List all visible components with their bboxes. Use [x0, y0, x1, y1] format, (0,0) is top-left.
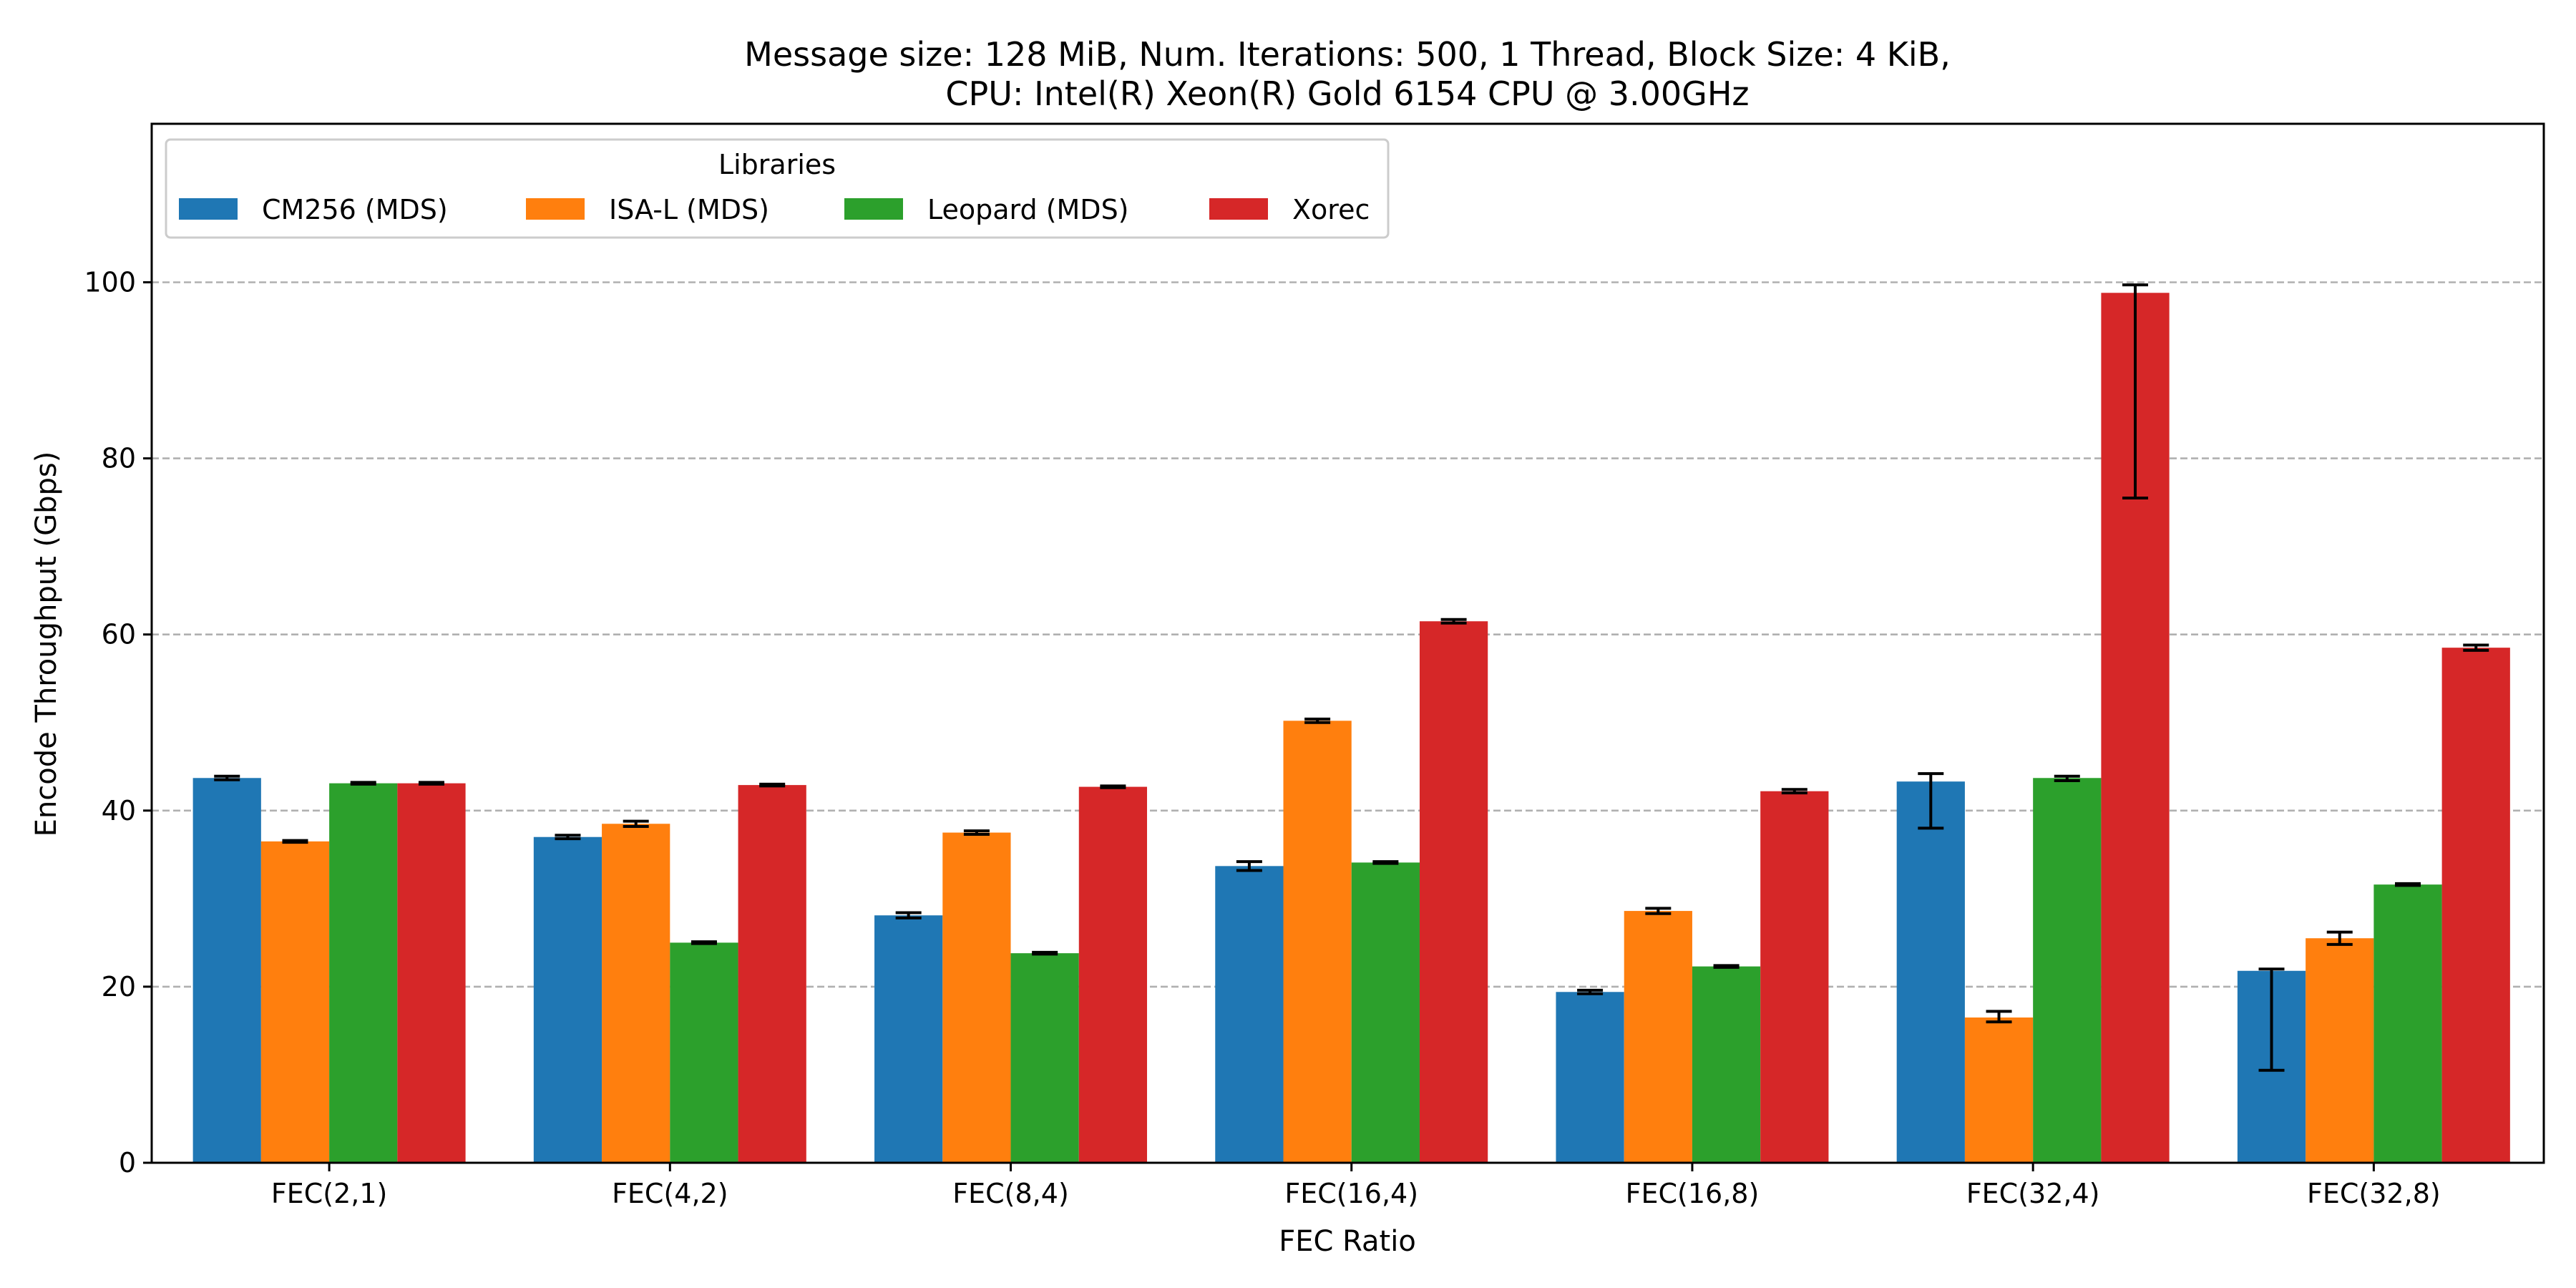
bar — [533, 836, 602, 1163]
bar — [1010, 953, 1079, 1163]
y-tick-label: 100 — [84, 266, 136, 298]
bar — [2033, 778, 2102, 1163]
legend-swatch — [179, 198, 238, 220]
chart-title-line-2: CPU: Intel(R) Xeon(R) Gold 6154 CPU @ 3.… — [945, 74, 1749, 113]
bar — [1283, 721, 1352, 1163]
y-axis-ticks: 0 20 40 60 80 100 — [84, 266, 152, 1179]
bar — [2373, 884, 2442, 1163]
bar — [738, 785, 806, 1163]
bar — [602, 824, 670, 1163]
bar — [1760, 791, 1829, 1163]
legend-items: CM256 (MDS) ISA-L (MDS) Leopard (MDS) Xorec — [179, 194, 1370, 225]
x-tick-label: FEC(32,8) — [2307, 1178, 2441, 1209]
y-tick-label: 20 — [102, 971, 136, 1002]
y-tick-label: 80 — [102, 443, 136, 474]
bar — [1078, 786, 1148, 1163]
legend-swatch — [844, 198, 903, 220]
bar — [1624, 911, 1692, 1163]
x-tick-label: FEC(16,8) — [1626, 1178, 1760, 1209]
bar — [260, 841, 330, 1163]
legend: Libraries CM256 (MDS) ISA-L (MDS) Leopard … — [165, 138, 1390, 239]
bar — [329, 783, 398, 1163]
bar — [942, 832, 1011, 1163]
plot-area-frame — [150, 122, 2545, 1164]
bar — [1351, 862, 1420, 1163]
bar — [1896, 781, 1965, 1163]
legend-swatch — [1209, 198, 1268, 220]
x-tick-label: FEC(2,1) — [271, 1178, 387, 1209]
y-tick-label: 40 — [102, 795, 136, 826]
x-tick-label: FEC(8,4) — [952, 1178, 1068, 1209]
bar — [874, 915, 943, 1163]
bar — [1215, 866, 1284, 1163]
y-tick-label: 0 — [119, 1147, 136, 1179]
x-tick-label: FEC(4,2) — [612, 1178, 728, 1209]
x-tick-label: FEC(16,4) — [1284, 1178, 1418, 1209]
x-axis-ticks: FEC(2,1) FEC(4,2) FEC(8,4) FEC(16,4) FEC(16,… — [271, 1163, 2441, 1209]
bar — [192, 778, 261, 1163]
x-tick-label: FEC(32,4) — [1966, 1178, 2100, 1209]
legend-swatch — [526, 198, 585, 220]
bar — [1692, 966, 1761, 1163]
y-axis-label: Encode Throughput (Gbps) — [30, 452, 63, 837]
error-bars — [214, 283, 2489, 1072]
legend-label: Leopard (MDS) — [927, 194, 1129, 225]
bar — [397, 783, 466, 1163]
bar — [1556, 992, 1624, 1163]
legend-box — [165, 138, 1390, 239]
legend-label: Xorec — [1292, 194, 1370, 225]
bar — [2441, 648, 2510, 1163]
chart-title-line-1: Message size: 128 MiB, Num. Iterations: … — [744, 35, 1951, 74]
legend-label: ISA-L (MDS) — [609, 194, 769, 225]
y-tick-label: 60 — [102, 619, 136, 650]
bar — [1964, 1017, 2034, 1163]
bars — [192, 293, 2510, 1163]
bar — [2306, 938, 2374, 1163]
legend-label: CM256 (MDS) — [262, 194, 448, 225]
legend-title: Libraries — [718, 149, 836, 180]
x-axis-label: FEC Ratio — [1279, 1225, 1416, 1258]
bar — [1419, 621, 1488, 1163]
bar — [670, 942, 738, 1163]
